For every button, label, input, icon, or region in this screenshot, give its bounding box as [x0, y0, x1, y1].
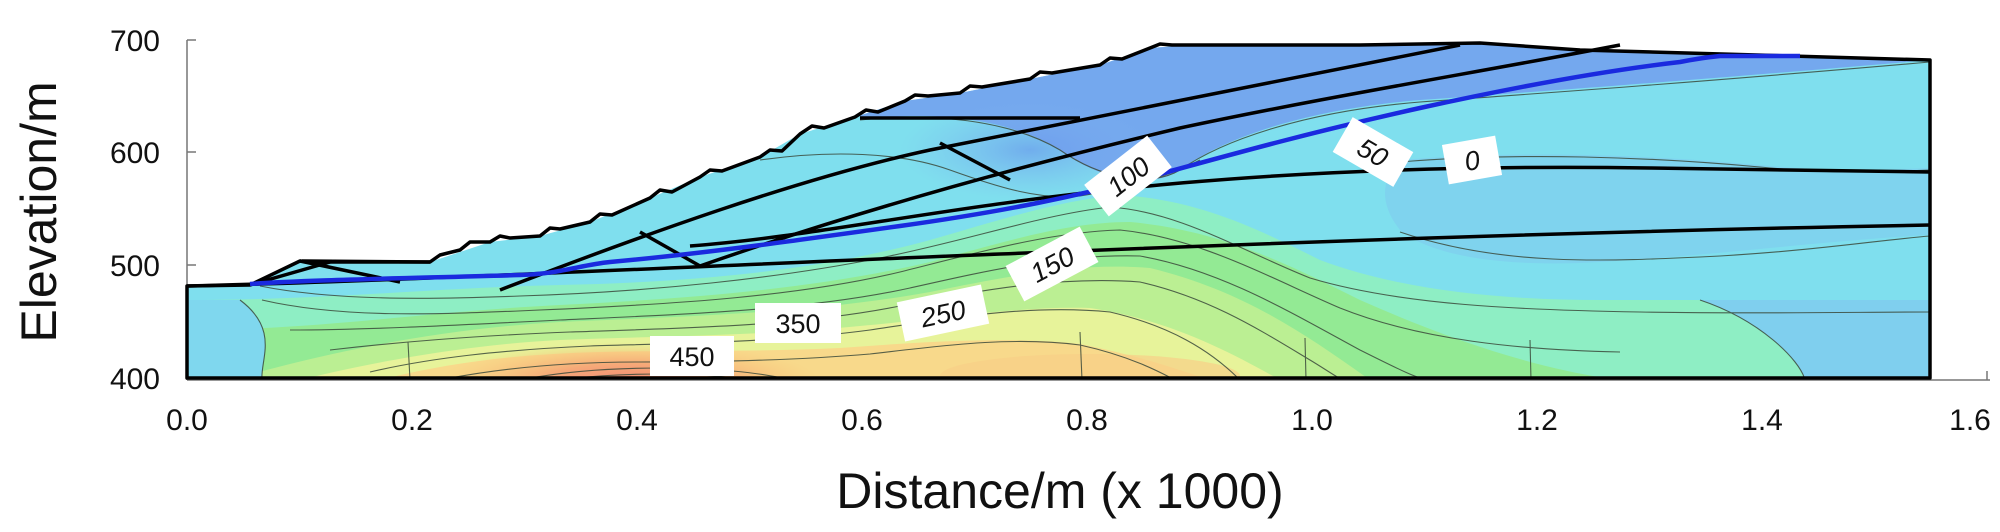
fault-line-2 — [699, 43, 1621, 268]
y-tick-600: 600 — [110, 137, 160, 170]
x-tick-0-6: 0.6 — [841, 404, 883, 437]
contour-label-450: 450 — [650, 336, 734, 376]
svg-text:450: 450 — [669, 342, 714, 372]
x-tick-0-2: 0.2 — [391, 404, 433, 437]
y-axis-title: Elevation/m — [11, 81, 67, 342]
x-tick-0-8: 0.8 — [1066, 404, 1108, 437]
contour-labels: 0 50 100 150 250 350 450 — [650, 117, 1503, 376]
phreatic-line — [249, 53, 1800, 287]
bench-lower — [301, 259, 431, 264]
x-tick-labels: 0.0 0.2 0.4 0.6 0.8 1.0 1.2 1.4 1.6 — [166, 404, 1991, 437]
slope-outline — [185, 41, 1932, 380]
stratum-boundary-upper — [689, 165, 1931, 248]
contour-label-50: 50 — [1332, 117, 1414, 187]
y-tick-500: 500 — [110, 250, 160, 283]
y-tick-700: 700 — [110, 25, 160, 58]
x-tick-1-4: 1.4 — [1741, 404, 1783, 437]
x-tick-0-4: 0.4 — [616, 404, 658, 437]
svg-text:350: 350 — [775, 309, 820, 339]
x-tick-0-0: 0.0 — [166, 404, 208, 437]
x-tick-1-2: 1.2 — [1516, 404, 1558, 437]
svg-text:0: 0 — [1462, 145, 1482, 177]
contour-label-0: 0 — [1441, 135, 1503, 185]
contour-label-250: 250 — [896, 284, 990, 342]
contour-label-350: 350 — [755, 303, 841, 343]
y-tick-400: 400 — [110, 363, 160, 396]
fault-line-4 — [639, 230, 701, 268]
x-tick-1-6: 1.6 — [1949, 404, 1991, 437]
y-tick-labels: 700 600 500 400 — [110, 25, 160, 396]
x-tick-1-0: 1.0 — [1291, 404, 1333, 437]
x-axis-title: Distance/m (x 1000) — [836, 463, 1283, 519]
fault-line-3 — [939, 141, 1011, 182]
